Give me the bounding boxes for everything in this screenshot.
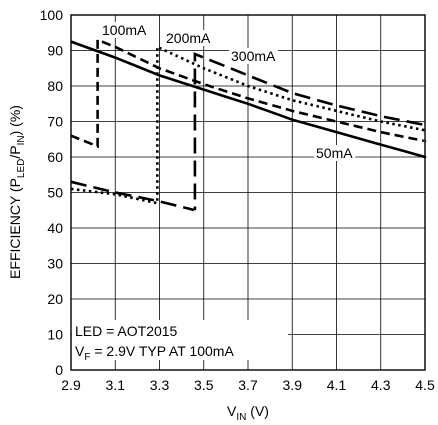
x-tick-label: 4.3 [371, 377, 391, 393]
x-tick-label: 4.1 [327, 377, 347, 393]
y-tick-label: 30 [47, 256, 63, 272]
y-tick-label: 10 [47, 327, 63, 343]
annotation-line-1: LED = AOT2015 [75, 323, 178, 339]
series-labels: 100mA 200mA 300mA 50mA [100, 22, 355, 161]
y-tick-label: 100 [40, 7, 64, 23]
x-tick-label: 3.7 [238, 377, 258, 393]
x-tick-label: 4.5 [415, 377, 435, 393]
x-tick-label: 3.3 [150, 377, 170, 393]
series-label-100mA: 100mA [102, 22, 147, 38]
y-tick-label: 60 [47, 149, 63, 165]
x-tick-label: 3.9 [283, 377, 303, 393]
series-label-50mA: 50mA [316, 145, 353, 161]
y-tick-label: 0 [55, 362, 63, 378]
x-tick-label: 2.9 [61, 377, 81, 393]
x-tick-label: 3.1 [106, 377, 126, 393]
y-tick-label: 90 [47, 43, 63, 59]
y-tick-label: 80 [47, 78, 63, 94]
grid-lines [71, 15, 425, 370]
y-axis-title: EFFICIENCY (PLED/PIN) (%) [7, 105, 27, 279]
y-tick-label: 20 [47, 291, 63, 307]
y-tick-label: 50 [47, 185, 63, 201]
x-axis-title: VIN (V) [227, 403, 269, 423]
series-label-200mA: 200mA [166, 30, 211, 46]
y-tick-label: 40 [47, 220, 63, 236]
series-label-300mA: 300mA [231, 48, 276, 64]
x-tick-label: 3.5 [194, 377, 214, 393]
y-tick-label: 70 [47, 114, 63, 130]
led-annotation: LED = AOT2015 VF = 2.9V TYP AT 100mA [72, 320, 288, 363]
